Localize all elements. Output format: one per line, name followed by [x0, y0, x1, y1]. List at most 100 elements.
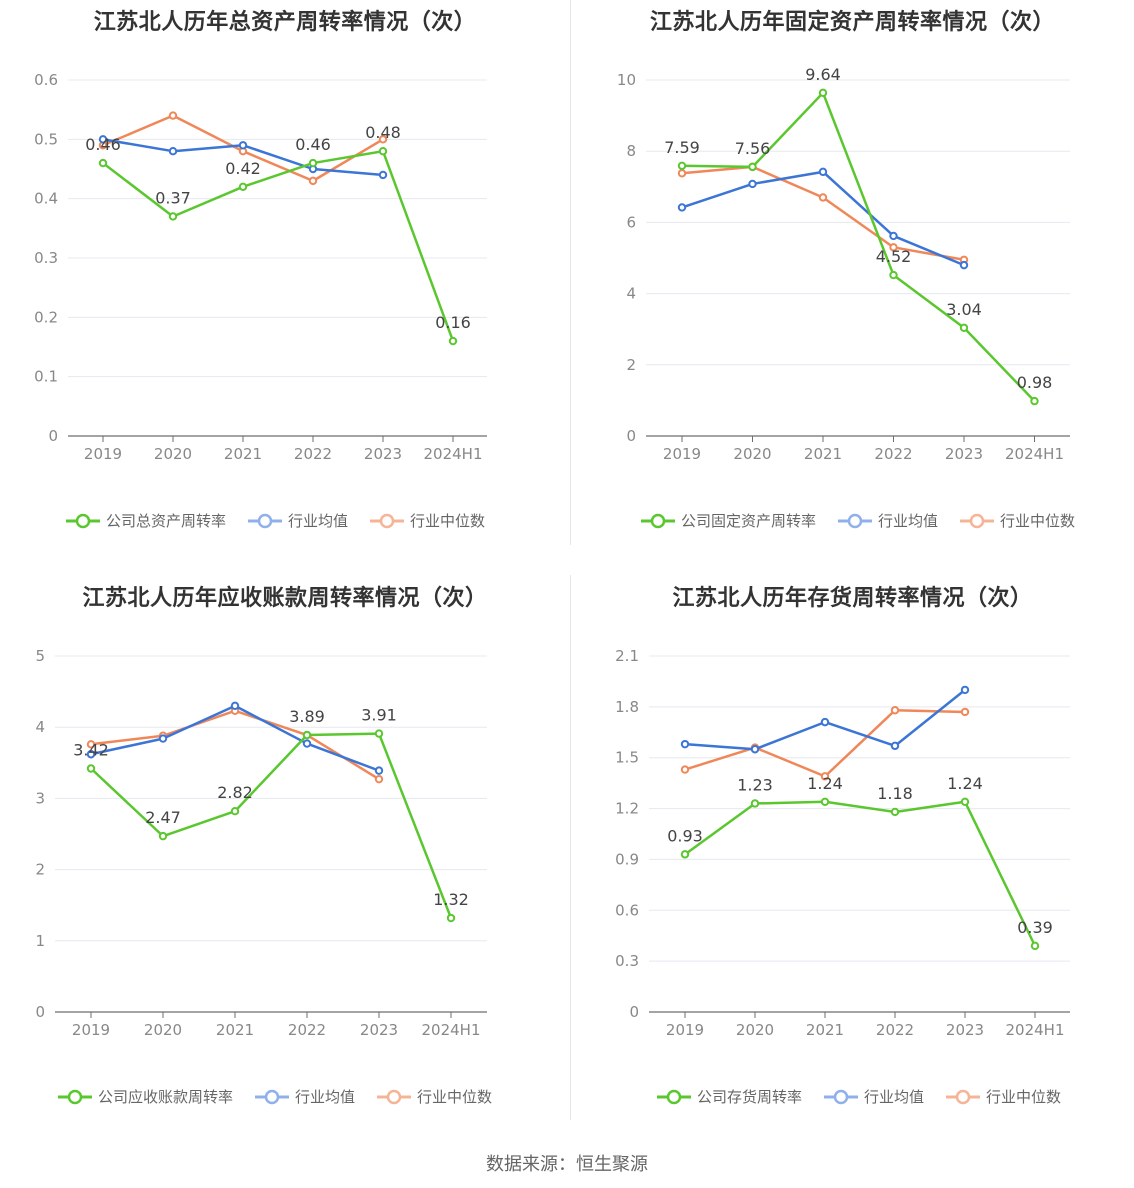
legend-item-company[interactable]: 公司应收账款周转率 — [58, 1086, 233, 1107]
legend-item-company[interactable]: 公司存货周转率 — [657, 1086, 802, 1107]
data-label: 3.42 — [73, 740, 109, 759]
x-tick-label: 2021 — [224, 445, 262, 463]
y-tick-label: 0 — [48, 427, 58, 445]
x-tick-label: 2020 — [733, 445, 771, 463]
data-point-avg — [820, 717, 830, 727]
data-point-company — [959, 323, 969, 332]
x-tick-label: 2024H1 — [424, 445, 483, 463]
data-label: 3.91 — [361, 706, 397, 725]
legend-label-avg: 行业均值 — [878, 512, 939, 530]
y-tick-label: 0.3 — [34, 249, 58, 267]
data-point-company — [308, 158, 318, 168]
y-tick-label: 2.1 — [615, 647, 639, 665]
y-tick-label: 0.6 — [615, 901, 639, 919]
y-tick-label: 0.1 — [34, 368, 58, 386]
data-point-avg — [158, 734, 168, 743]
x-tick-label: 2020 — [144, 1021, 182, 1039]
data-point-median — [820, 772, 830, 781]
chart-title: 江苏北人历年固定资产周转率情况（次） — [649, 10, 1055, 35]
y-tick-label: 2 — [626, 356, 636, 374]
data-label: 0.37 — [155, 188, 191, 207]
data-point-company — [680, 850, 690, 859]
column-divider-bottom — [570, 575, 571, 1120]
legend-item-avg[interactable]: 行业均值 — [838, 510, 938, 531]
chart-panel-inventory-turnover: 江苏北人历年存货周转率情况（次） 0 0.3 0.6 0.9 1.2 1.5 1.8 2.1 2… — [571, 576, 1134, 1136]
legend-item-avg[interactable]: 行业均值 — [255, 1086, 355, 1107]
y-tick-label: 0.6 — [34, 71, 58, 89]
data-point-avg — [960, 685, 970, 695]
data-point-median — [378, 135, 388, 144]
x-tick-label: 2021 — [216, 1021, 254, 1039]
y-tick-label: 1.8 — [615, 698, 639, 716]
data-point-avg — [374, 766, 384, 775]
data-label: 2.82 — [217, 783, 253, 802]
data-point-company — [448, 336, 458, 346]
legend-label-median: 行业中位数 — [986, 1088, 1062, 1106]
chart-legend: 公司应收账款周转率 行业均值 行业中位数 — [58, 1086, 514, 1107]
data-label: 0.48 — [365, 123, 401, 142]
data-label: 1.24 — [807, 774, 843, 793]
x-tick-label: 2022 — [294, 445, 332, 463]
data-point-company — [230, 807, 240, 816]
y-tick-label: 5 — [35, 647, 45, 665]
data-label: 2.47 — [145, 808, 181, 827]
data-point-avg — [238, 141, 248, 150]
data-point-company — [960, 797, 970, 806]
data-point-avg — [168, 147, 178, 156]
y-tick-label: 0.4 — [34, 190, 58, 208]
series-line-company — [102, 149, 455, 342]
x-tick-label: 2019 — [663, 445, 701, 463]
data-point-company — [818, 88, 828, 98]
data-point-company — [378, 147, 388, 156]
legend-item-median[interactable]: 行业中位数 — [960, 510, 1075, 531]
data-label: 7.56 — [735, 139, 771, 158]
legend-item-avg[interactable]: 行业均值 — [824, 1086, 924, 1107]
y-tick-label: 0.5 — [34, 130, 58, 148]
x-tick-label: 2023 — [364, 445, 402, 463]
data-point-company — [1030, 941, 1040, 951]
data-label: 0.46 — [295, 135, 331, 154]
x-tick-label: 2021 — [804, 445, 842, 463]
legend-item-median[interactable]: 行业中位数 — [946, 1086, 1061, 1107]
x-tick-label: 2021 — [806, 1021, 844, 1039]
data-point-avg — [677, 203, 687, 212]
x-tick-label: 2023 — [946, 1021, 984, 1039]
legend-item-median[interactable]: 行业中位数 — [370, 510, 485, 531]
x-tick-label: 2023 — [360, 1021, 398, 1039]
data-point-avg — [378, 170, 388, 180]
chart-legend: 公司固定资产周转率 行业均值 行业中位数 — [641, 510, 1097, 531]
y-tick-label: 3 — [35, 789, 45, 807]
chart-title: 江苏北人历年总资产周转率情况（次） — [93, 10, 477, 35]
chart-panel-total-asset-turnover: 江苏北人历年总资产周转率情况（次） 0 0.1 0.2 0.3 0.4 0.5 0.6 201… — [0, 0, 570, 560]
legend-label-median: 行业中位数 — [417, 1088, 493, 1106]
legend-label-median: 行业中位数 — [410, 512, 486, 530]
data-point-median — [677, 169, 687, 178]
chart-panel-fixed-asset-turnover: 江苏北人历年固定资产周转率情况（次） 0 2 4 6 8 10 2019 2020 2021 20… — [571, 0, 1134, 560]
legend-item-company[interactable]: 公司总资产周转率 — [66, 510, 226, 531]
line-chart-total-asset-turnover: 0 0.1 0.2 0.3 0.4 0.5 0.6 2019 2020 2021 2022 2023 2… — [34, 71, 487, 463]
chart-panel-receivables-turnover: 江苏北人历年应收账款周转率情况（次） 0 1 2 3 4 5 2019 2020 2021 202… — [0, 576, 570, 1136]
data-point-company — [86, 764, 96, 773]
series-line-company — [90, 732, 453, 919]
legend-label-avg: 行业均值 — [295, 1088, 356, 1106]
x-tick-label: 2022 — [288, 1021, 326, 1039]
data-label: 0.16 — [435, 313, 471, 332]
data-point-avg — [818, 167, 828, 177]
chart-legend: 公司总资产周转率 行业均值 行业中位数 — [66, 510, 507, 531]
chart-title: 江苏北人历年存货周转率情况（次） — [672, 586, 1033, 611]
legend-item-median[interactable]: 行业中位数 — [377, 1086, 492, 1107]
data-label: 1.23 — [737, 775, 773, 794]
legend-item-avg[interactable]: 行业均值 — [248, 510, 348, 531]
data-label: 0.98 — [1017, 373, 1053, 392]
y-tick-label: 0 — [629, 1003, 639, 1021]
data-point-median — [960, 707, 970, 717]
data-point-median — [308, 176, 318, 186]
data-point-avg — [230, 701, 240, 711]
y-tick-label: 0.2 — [34, 308, 58, 326]
legend-label-company: 公司总资产周转率 — [106, 512, 227, 530]
legend-item-company[interactable]: 公司固定资产周转率 — [641, 510, 816, 531]
data-label: 0.42 — [225, 159, 261, 178]
data-label: 7.59 — [664, 138, 700, 157]
data-label: 4.52 — [876, 247, 912, 266]
data-point-avg — [748, 179, 757, 189]
